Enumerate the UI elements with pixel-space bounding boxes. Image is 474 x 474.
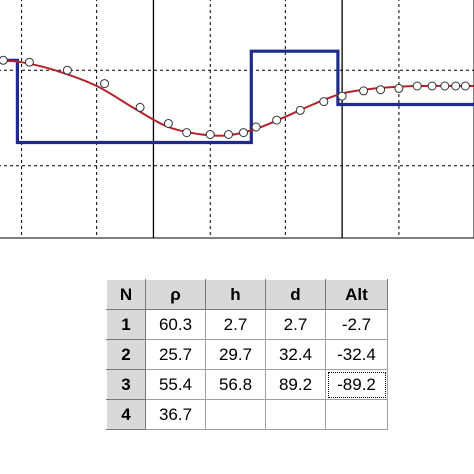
column-header-h: h	[205, 279, 266, 310]
column-header-rho: ρ	[145, 279, 206, 310]
table-row: 1 60.3 2.7 2.7 -2.7	[106, 309, 388, 340]
column-header-d: d	[265, 279, 326, 310]
table-cell[interactable]: 29.7	[205, 339, 266, 370]
data-point	[359, 86, 369, 96]
data-point	[62, 65, 72, 75]
row-number: 4	[106, 399, 146, 430]
table-cell[interactable]: 36.7	[145, 399, 206, 430]
column-header-alt: Alt	[325, 279, 388, 310]
row-number: 2	[106, 339, 146, 370]
data-point	[427, 81, 437, 91]
measured-points	[0, 55, 470, 139]
data-point	[0, 55, 8, 65]
data-point	[412, 81, 422, 91]
data-point	[376, 85, 386, 95]
table-cell[interactable]: 55.4	[145, 369, 206, 400]
data-point	[451, 81, 461, 91]
table-cell-selected[interactable]: -89.2	[325, 369, 388, 400]
table-cell[interactable]: 25.7	[145, 339, 206, 370]
data-point	[394, 83, 404, 93]
row-number: 3	[106, 369, 146, 400]
table-row: 3 55.4 56.8 89.2 -89.2	[106, 369, 388, 400]
table-cell[interactable]: 56.8	[205, 369, 266, 400]
data-point	[319, 97, 329, 107]
x-tick-label: 10	[145, 249, 162, 250]
table-row: 4 36.7	[106, 399, 388, 430]
table-cell[interactable]: 89.2	[265, 369, 326, 400]
data-point	[163, 119, 173, 128]
model-step-line	[0, 49, 474, 145]
table-cell[interactable]: 2.7	[205, 309, 266, 340]
table-cell[interactable]	[325, 399, 388, 430]
table-cell[interactable]: -32.4	[325, 339, 388, 370]
sounding-curve-plot: 10 100	[0, 0, 474, 250]
x-tick-label: 100	[330, 249, 355, 250]
table-cell[interactable]: -2.7	[325, 309, 388, 340]
data-point	[239, 128, 248, 138]
data-point	[224, 130, 233, 139]
data-point	[135, 102, 145, 112]
column-header-n: N	[106, 279, 146, 310]
data-point	[251, 122, 261, 132]
data-point	[295, 105, 305, 115]
plot-frame	[0, 0, 474, 239]
x-tick-labels: 10 100	[145, 249, 355, 250]
data-point	[272, 115, 282, 125]
row-number: 1	[106, 309, 146, 340]
data-point	[24, 57, 34, 67]
table-cell[interactable]	[205, 399, 266, 430]
table-cell[interactable]: 2.7	[265, 309, 326, 340]
data-point	[100, 79, 109, 89]
table-cell[interactable]: 60.3	[145, 309, 206, 340]
table-header-row: N ρ h d Alt	[106, 279, 388, 310]
data-point	[440, 81, 450, 91]
table-row: 2 25.7 29.7 32.4 -32.4	[106, 339, 388, 370]
layer-results-table: N ρ h d Alt 1 60.3 2.7 2.7 -2.7 2 25.7 2…	[106, 279, 388, 430]
data-point	[337, 91, 347, 101]
plot-grid	[0, 0, 474, 238]
data-point	[182, 128, 192, 138]
table-cell[interactable]: 32.4	[265, 339, 326, 370]
table-cell[interactable]	[265, 399, 326, 430]
data-point	[460, 81, 470, 91]
data-point	[205, 130, 215, 139]
